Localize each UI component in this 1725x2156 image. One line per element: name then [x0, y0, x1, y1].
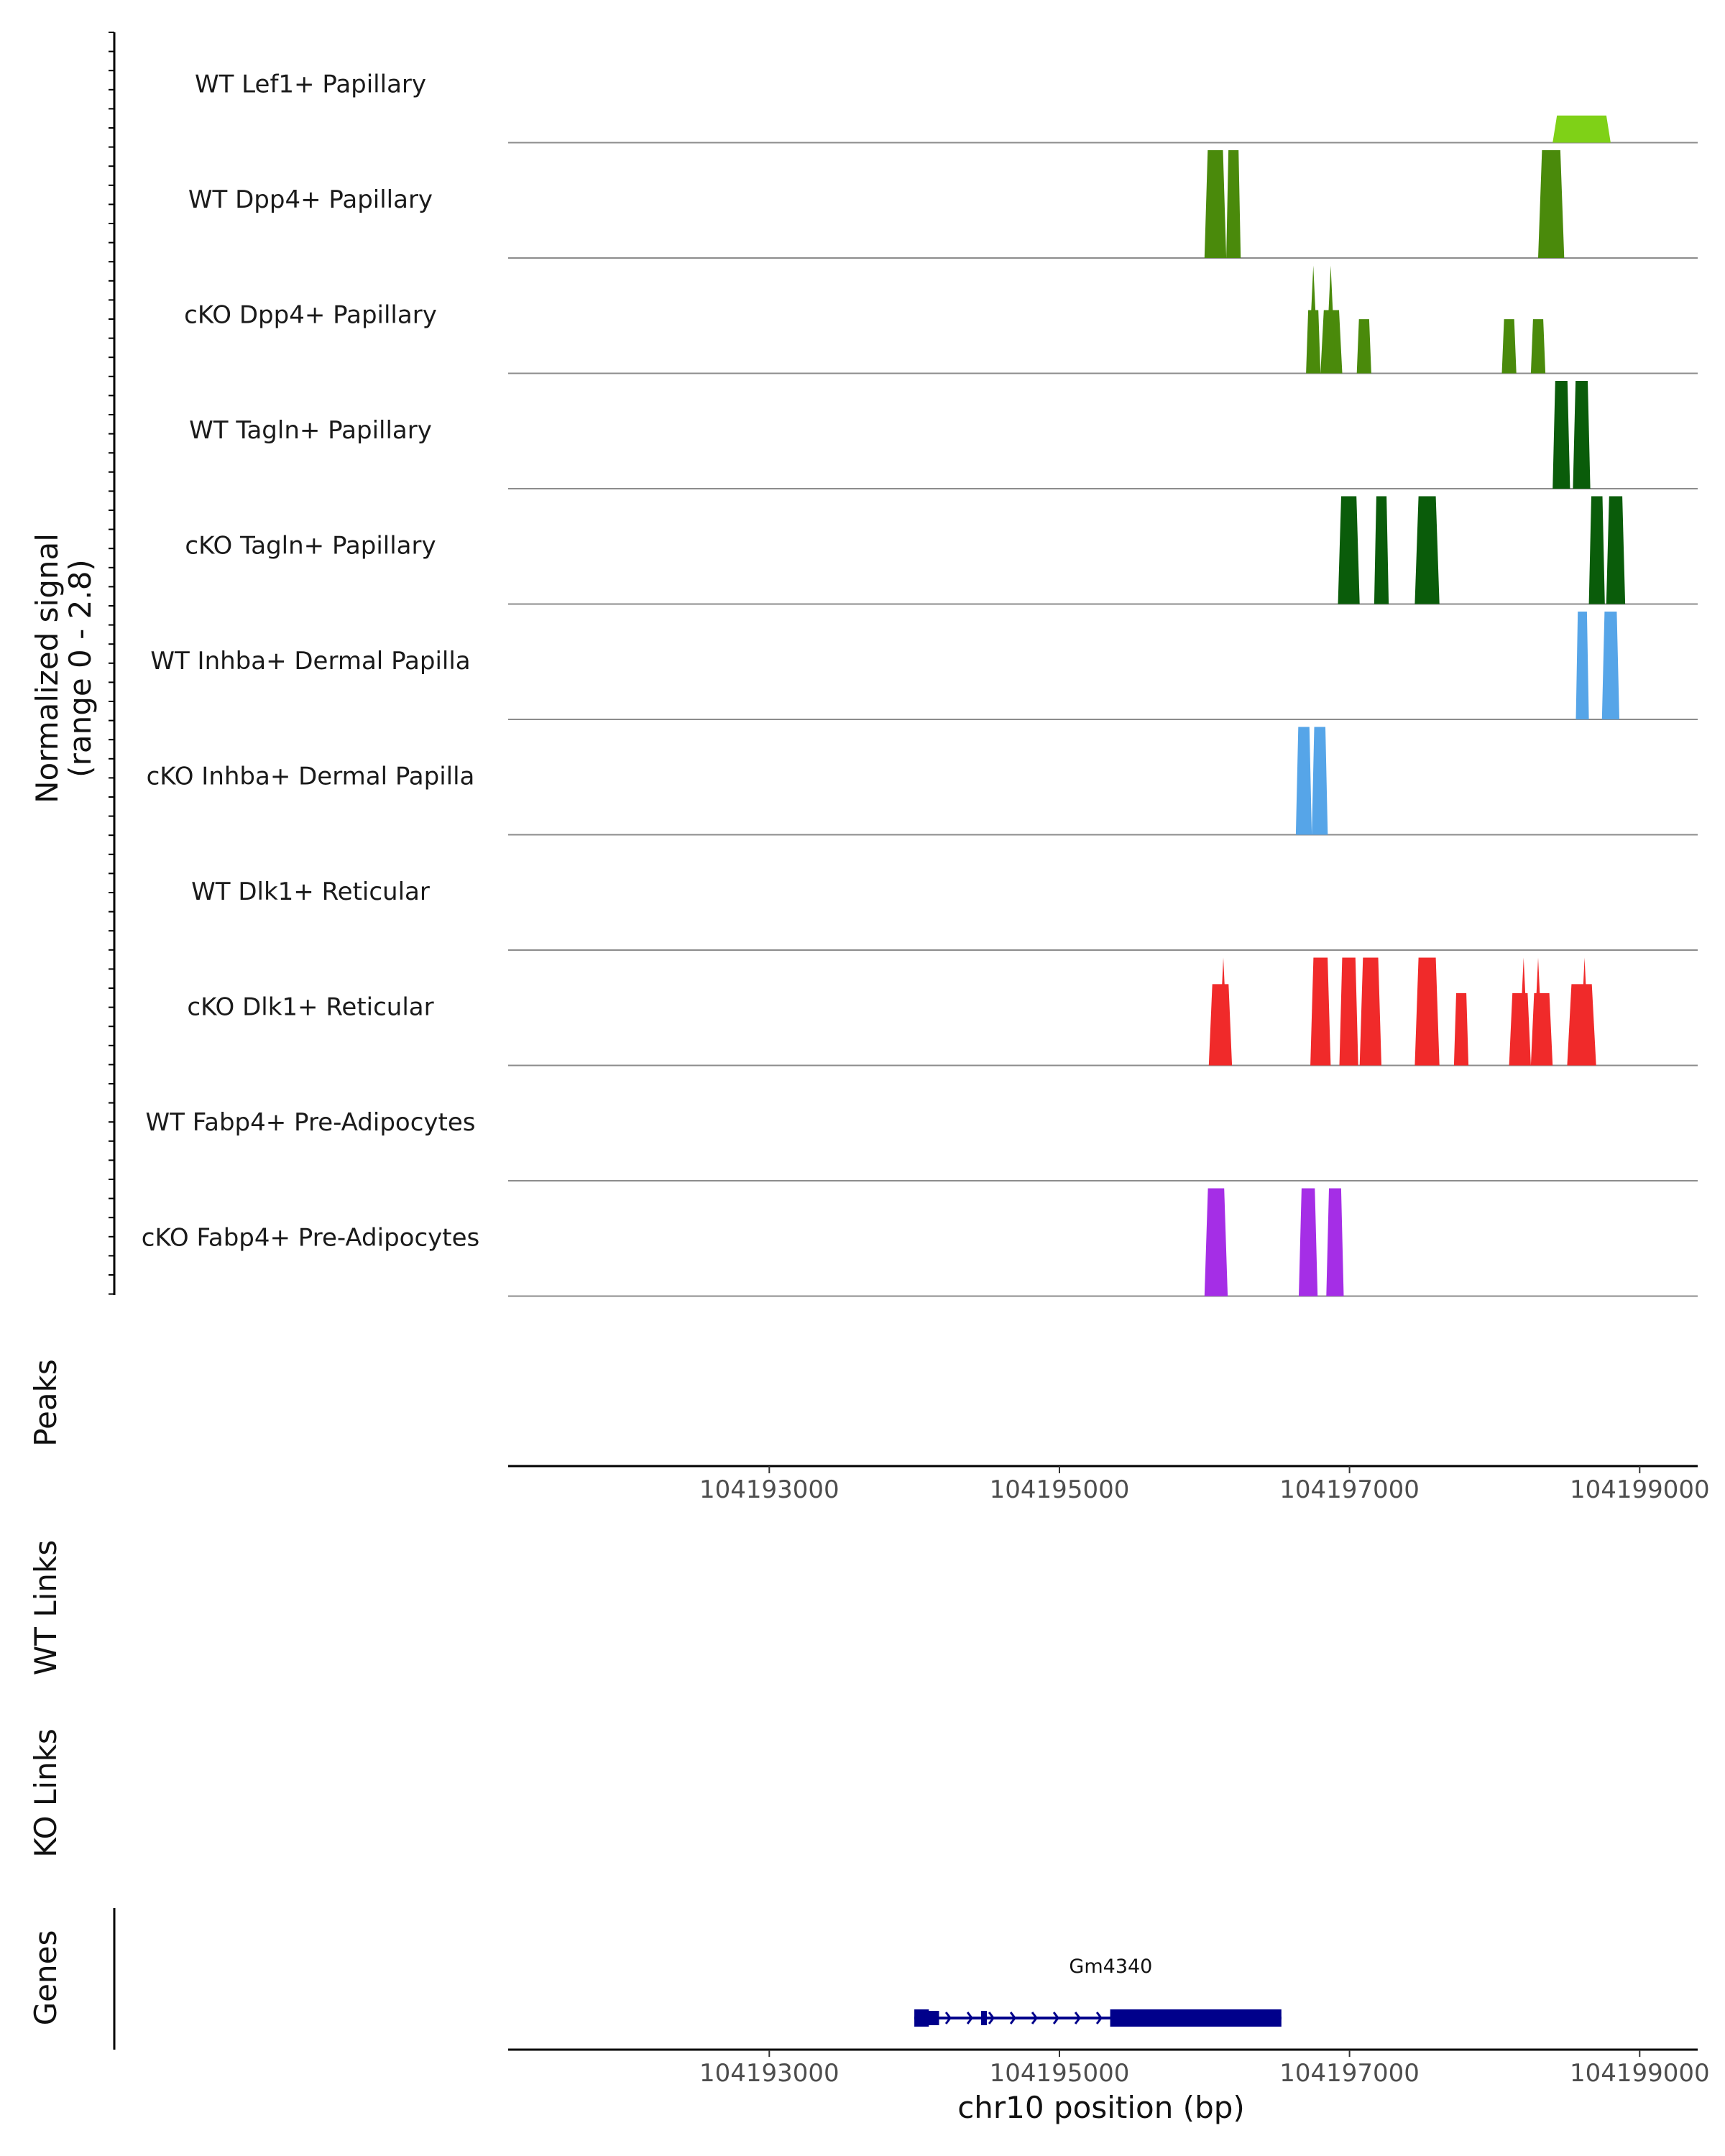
x-tick-label: 104199000 — [1570, 1475, 1710, 1504]
track-label: WT Fabp4+ Pre-Adipocytes — [146, 1108, 476, 1137]
peaks-x-axis: 104193000 104195000 104197000 104199000 — [699, 1466, 1710, 1504]
signal-block — [1552, 381, 1570, 489]
y-axis-title: Normalized signal (range 0 - 2.8) — [29, 533, 98, 803]
genes-track: Gm4340 — [914, 1955, 1282, 2027]
signal-spike — [1212, 1188, 1223, 1296]
strand-arrow — [1052, 2012, 1059, 2024]
strand-arrow — [1095, 2012, 1103, 2024]
coverage-y-ticks — [109, 32, 114, 1295]
signal-block — [1356, 319, 1371, 374]
gene-exon — [981, 2011, 988, 2025]
y-axis-title-line2: (range 0 - 2.8) — [63, 559, 98, 778]
signal-block — [1326, 1188, 1344, 1296]
x-tick-label: 104199000 — [1570, 2059, 1710, 2088]
strand-arrow — [1031, 2012, 1038, 2024]
signal-spike — [1422, 496, 1433, 604]
signal-block — [1226, 150, 1241, 258]
signal-block — [1606, 496, 1626, 604]
gene-exon — [1110, 2009, 1282, 2027]
signal-block — [1359, 957, 1381, 1066]
signal-block — [1295, 727, 1312, 835]
signal-block — [1538, 150, 1565, 258]
signal-block — [1414, 957, 1440, 1066]
track-label: WT Lef1+ Papillary — [195, 70, 426, 99]
track-label: cKO Tagln+ Papillary — [185, 532, 436, 561]
signal-spike — [1518, 957, 1529, 1066]
gene-exon — [924, 2011, 939, 2025]
track-label: WT Inhba+ Dermal Papilla — [150, 647, 470, 676]
signal-block — [1588, 496, 1605, 604]
x-tick-label: 104195000 — [990, 2059, 1130, 2088]
strand-arrow — [988, 2012, 995, 2024]
track-label: cKO Inhba+ Dermal Papilla — [147, 763, 475, 791]
genes-x-axis: 104193000 104195000 104197000 104199000 — [699, 2050, 1710, 2088]
track-label: cKO Dlk1+ Reticular — [187, 993, 433, 1022]
signal-block — [1204, 150, 1227, 258]
peaks-panel-title: Peaks — [28, 1359, 63, 1447]
signal-block — [1530, 319, 1546, 374]
track-label: WT Tagln+ Papillary — [189, 416, 432, 445]
signal-block — [1576, 612, 1589, 719]
x-tick-label: 104197000 — [1279, 1475, 1420, 1504]
signal-block — [1338, 496, 1360, 604]
track-label: cKO Dpp4+ Papillary — [184, 301, 437, 330]
coverage-tracks: WT Lef1+ Papillary WT Dpp4+ Papillary cKO … — [142, 70, 1698, 1297]
strand-arrow — [1009, 2012, 1016, 2024]
ko-links-panel-title: KO Links — [28, 1728, 63, 1858]
strand-arrow — [944, 2012, 952, 2024]
signal-block — [1374, 496, 1389, 604]
x-tick-label: 104197000 — [1279, 2059, 1420, 2088]
signal-block — [1601, 612, 1619, 719]
signal-block — [1453, 992, 1469, 1066]
genes-panel-title: Genes — [28, 1930, 63, 2026]
signal-spike — [1325, 265, 1336, 374]
x-tick-label: 104193000 — [699, 1475, 840, 1504]
signal-block — [1339, 957, 1358, 1066]
signal-block — [1573, 381, 1591, 489]
x-axis-title: chr10 position (bp) — [957, 2090, 1245, 2125]
signal-spike — [1579, 957, 1590, 1066]
signal-block — [1552, 115, 1611, 143]
strand-arrow — [966, 2012, 973, 2024]
y-axis-title-line1: Normalized signal — [29, 533, 65, 803]
signal-block — [1310, 957, 1331, 1066]
signal-block — [1312, 727, 1328, 835]
gene-label: Gm4340 — [1069, 1955, 1152, 1978]
x-tick-label: 104193000 — [699, 2059, 840, 2088]
signal-spike — [1308, 265, 1319, 374]
strand-arrow — [1074, 2012, 1081, 2024]
signal-spike — [1218, 957, 1228, 1066]
wt-links-panel-title: WT Links — [28, 1540, 63, 1675]
signal-block — [1501, 319, 1517, 374]
signal-block — [1299, 1188, 1318, 1296]
x-tick-label: 104195000 — [990, 1475, 1130, 1504]
track-label: WT Dpp4+ Papillary — [188, 185, 433, 214]
track-label: WT Dlk1+ Reticular — [191, 877, 430, 906]
track-label: cKO Fabp4+ Pre-Adipocytes — [142, 1224, 480, 1253]
signal-spike — [1533, 957, 1543, 1066]
